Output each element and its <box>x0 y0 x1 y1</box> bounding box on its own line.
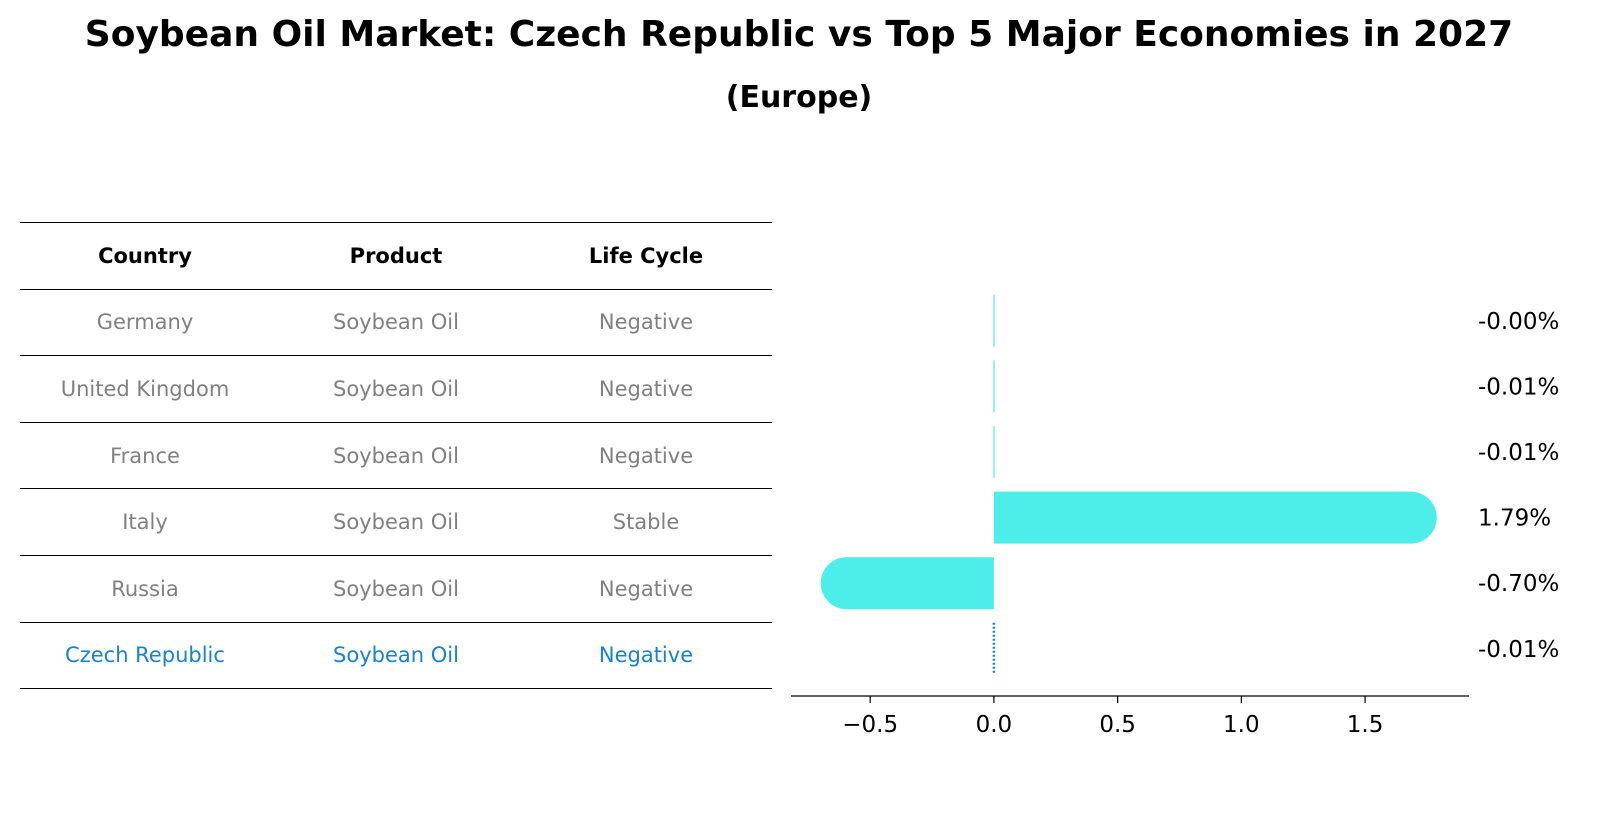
data-label: -0.01% <box>1478 374 1559 400</box>
table-row: Italy Soybean Oil Stable <box>20 489 772 556</box>
table-row-highlight: Czech Republic Soybean Oil Negative <box>20 623 772 690</box>
row-life-cycle: Negative <box>598 643 694 668</box>
row-product: Soybean Oil <box>333 376 459 401</box>
x-tick-label: 0.0 <box>976 712 1013 738</box>
row-country: France <box>110 443 180 468</box>
row-product: Soybean Oil <box>333 443 459 468</box>
table-header-row: Country Product Life Cycle <box>20 222 772 290</box>
row-product: Soybean Oil <box>333 643 459 668</box>
bar <box>993 294 995 347</box>
row-product: Soybean Oil <box>333 510 459 535</box>
x-tick-label: 1.0 <box>1223 712 1260 738</box>
chart-subtitle: (Europe) <box>725 80 873 115</box>
table-row: United Kingdom Soybean Oil Negative <box>20 356 772 423</box>
row-product: Soybean Oil <box>333 576 459 601</box>
table-row: Germany Soybean Oil Negative <box>20 290 772 357</box>
table-row: France Soybean Oil Negative <box>20 423 772 490</box>
row-life-cycle: Negative <box>598 576 694 601</box>
row-country: United Kingdom <box>60 376 230 401</box>
header-product: Product <box>349 243 443 268</box>
bar <box>993 426 995 478</box>
data-label: -0.00% <box>1478 309 1559 335</box>
x-tick-label: 1.5 <box>1347 712 1384 738</box>
data-label: -0.01% <box>1478 440 1559 466</box>
data-table: Country Product Life Cycle Germany Soybe… <box>20 222 772 690</box>
bar <box>993 491 1437 544</box>
row-life-cycle: Negative <box>598 443 694 468</box>
x-tick-label: −0.5 <box>842 712 898 738</box>
row-life-cycle: Stable <box>612 510 680 535</box>
x-tick-label: 0.5 <box>1099 712 1136 738</box>
row-country: Italy <box>122 510 168 535</box>
bar <box>993 360 995 413</box>
table-row: Russia Soybean Oil Negative <box>20 556 772 623</box>
data-label: 1.79% <box>1478 506 1551 532</box>
row-country: Czech Republic <box>65 643 225 668</box>
chart-title: Soybean Oil Market: Czech Republic vs To… <box>84 14 1514 55</box>
row-product: Soybean Oil <box>333 310 459 335</box>
row-life-cycle: Negative <box>598 376 694 401</box>
row-country: Germany <box>96 310 194 335</box>
row-country: Russia <box>111 576 179 601</box>
header-country: Country <box>98 243 192 268</box>
data-label: -0.70% <box>1478 571 1559 597</box>
bar <box>820 557 994 610</box>
header-life-cycle: Life Cycle <box>588 243 704 268</box>
row-life-cycle: Negative <box>598 310 694 335</box>
data-label: -0.01% <box>1478 637 1559 663</box>
